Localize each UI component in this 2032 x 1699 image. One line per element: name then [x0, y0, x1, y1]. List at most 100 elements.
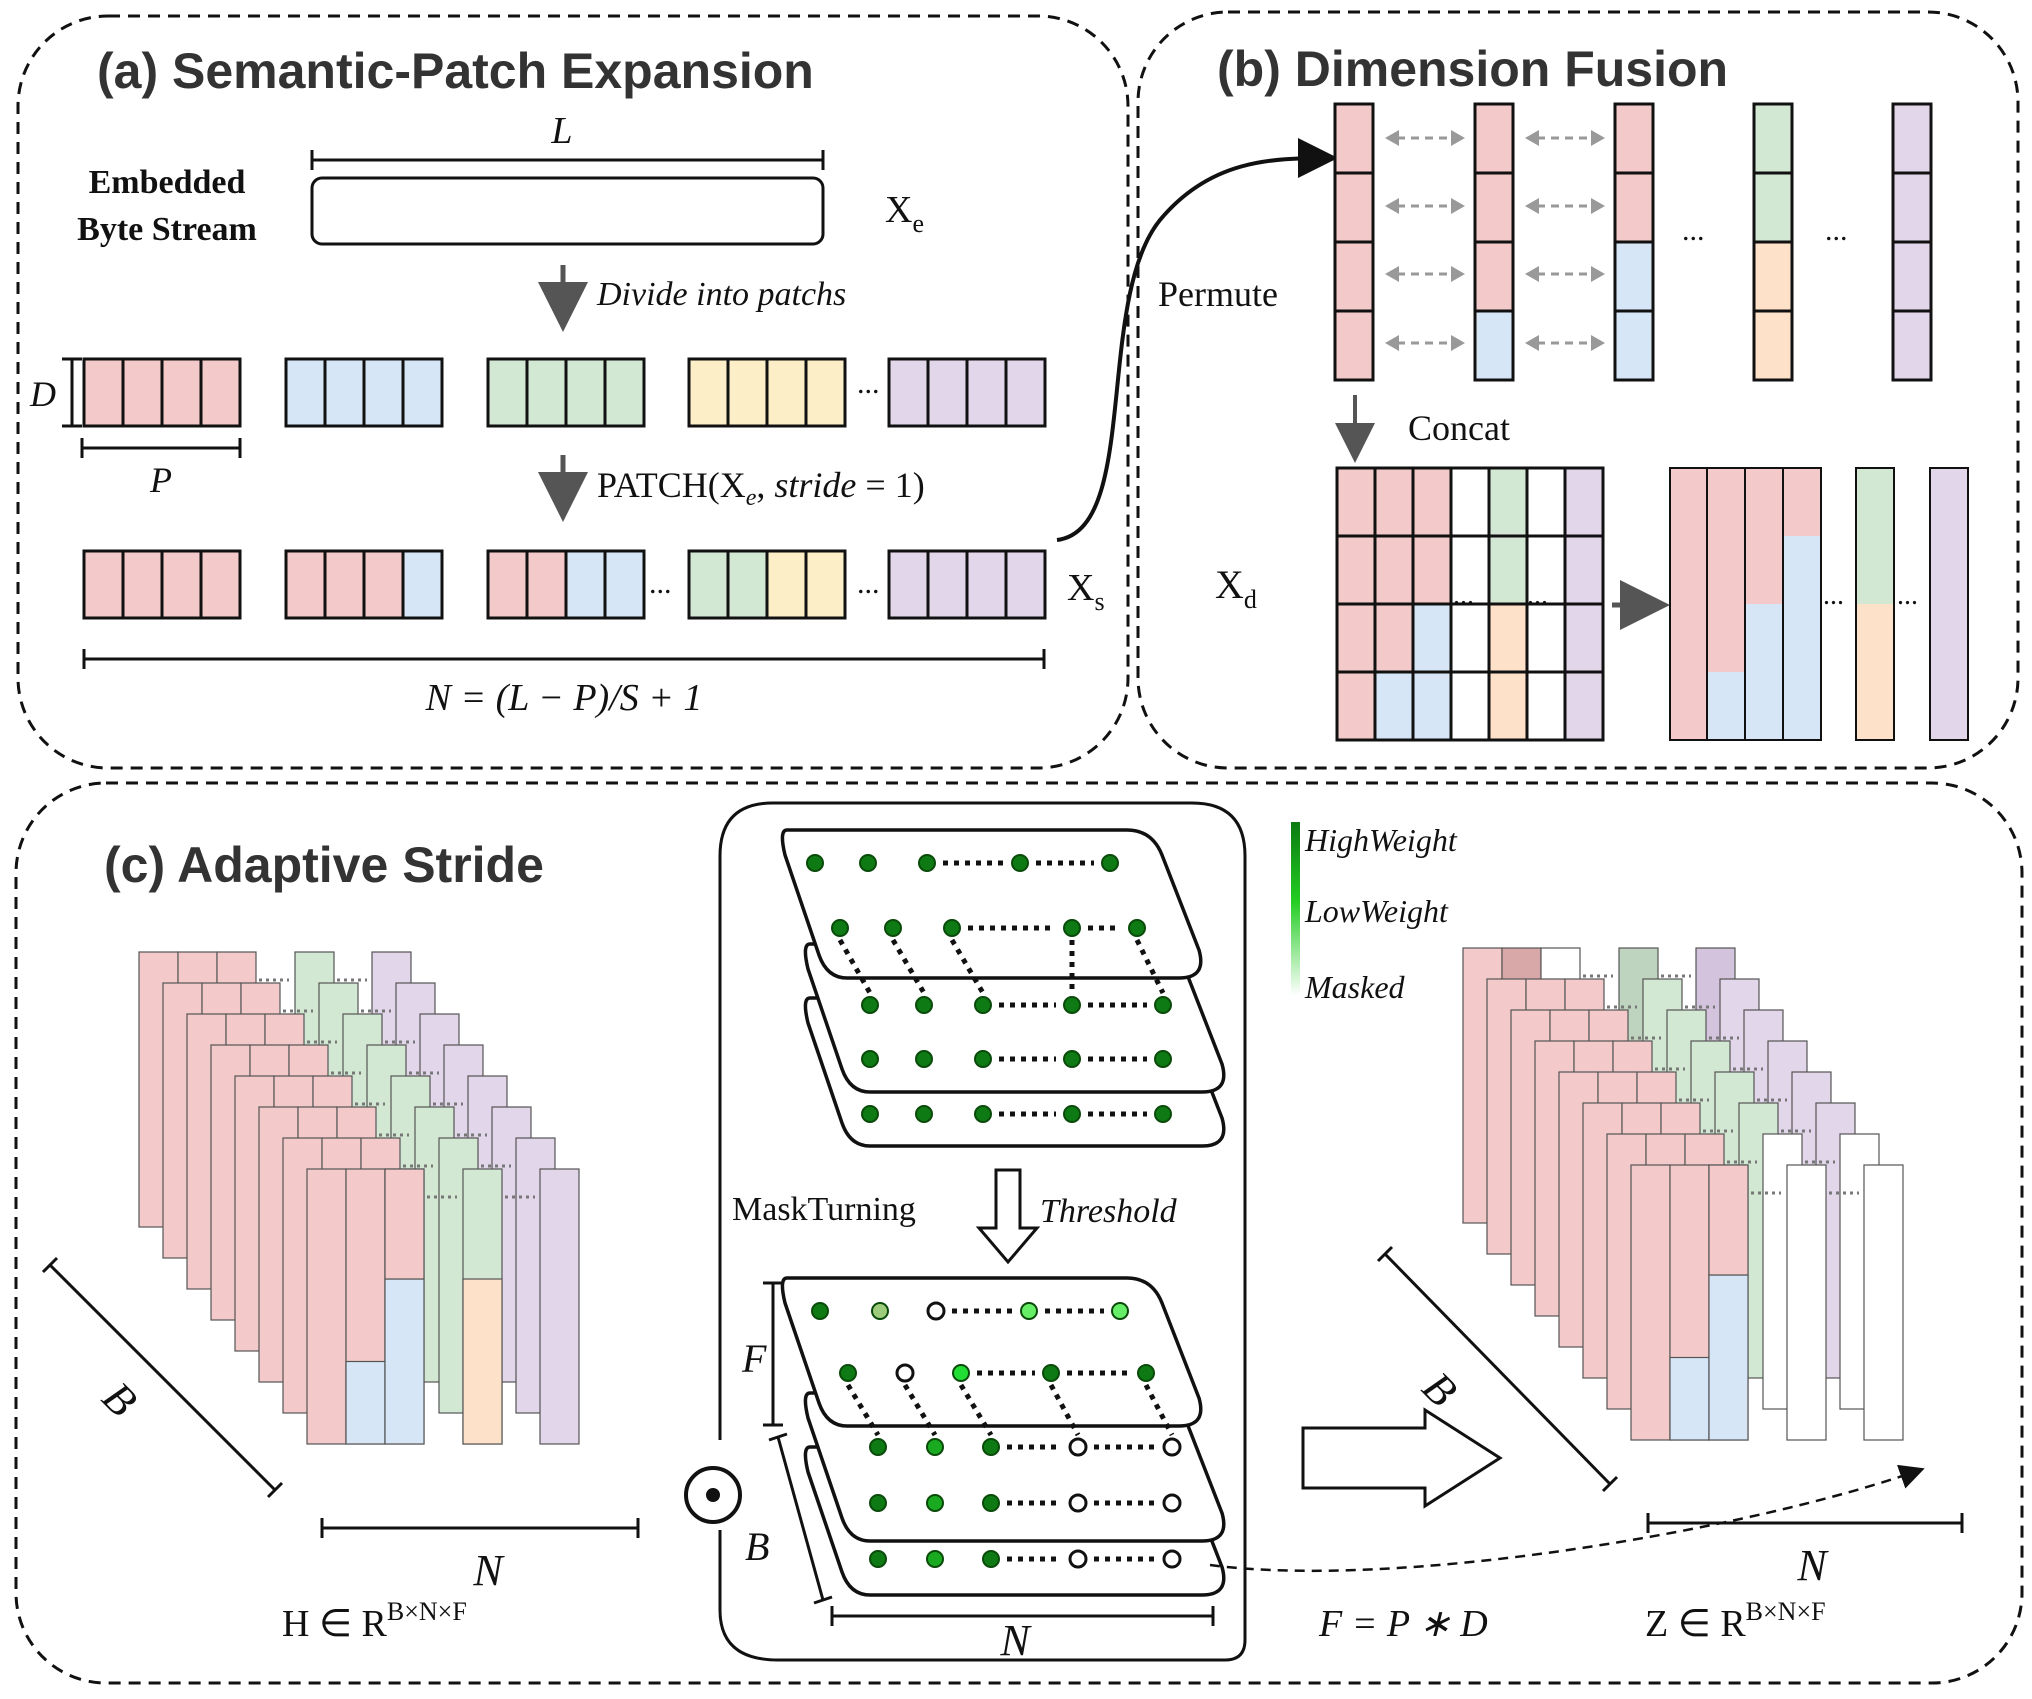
weight-dot	[859, 854, 877, 872]
mask-dot	[1068, 1493, 1088, 1513]
fused-segment	[1707, 468, 1745, 672]
mask-dot	[1042, 1364, 1060, 1382]
mask-dot	[1162, 1493, 1182, 1513]
row2-patch-cell	[1004, 549, 1047, 620]
permuted-cell	[1891, 171, 1933, 244]
permuted-cell	[1891, 240, 1933, 313]
weight-dot	[831, 919, 849, 937]
row2-patch-cell	[199, 549, 242, 620]
panel-b-title: (b) Dimension Fusion	[1217, 41, 1728, 97]
concat-label: Concat	[1408, 408, 1510, 448]
grid-cell	[1487, 602, 1529, 674]
permuted-cell	[1333, 240, 1375, 313]
row2-patch-cell	[887, 549, 930, 620]
mask-dot	[982, 1438, 1000, 1456]
mask-dot	[1162, 1437, 1182, 1457]
row1-patch-cell	[323, 357, 366, 428]
row1-patch-cell	[284, 357, 327, 428]
fused-column	[1855, 467, 1895, 741]
grid-cell	[1335, 670, 1377, 742]
grid-cell	[1335, 602, 1377, 674]
row2-patch-cell	[525, 549, 568, 620]
fused-segment	[1930, 468, 1968, 740]
permuted-cell	[1752, 240, 1794, 313]
masked-output-dashed-arrow	[1209, 1464, 1925, 1573]
fused-segment	[1783, 536, 1821, 740]
permuted-cell	[1752, 171, 1794, 244]
weight-dot	[861, 1105, 879, 1123]
weight-dot	[861, 996, 879, 1014]
p-symbol: P	[149, 460, 172, 500]
row1-patch-cell	[160, 357, 203, 428]
weight-dot	[1101, 854, 1119, 872]
fused-columns	[1669, 467, 1969, 741]
weight-dot	[1154, 996, 1172, 1014]
length-symbol: L	[550, 110, 572, 152]
weight-dot	[943, 919, 961, 937]
permuted-cell	[1613, 102, 1655, 175]
row1-ellipsis: ...	[857, 367, 880, 400]
fused-segment	[1670, 468, 1708, 740]
permuted-cell	[1473, 171, 1515, 244]
permute-arrows	[1385, 130, 1605, 351]
panel-c-frame	[14, 781, 2024, 1685]
row2-patch-cell	[160, 549, 203, 620]
row1-patch-cell	[804, 357, 847, 428]
permute-ellipsis-1: ...	[1682, 214, 1705, 247]
mask-dot	[871, 1302, 889, 1320]
row2-patch-cell	[965, 549, 1008, 620]
z-b-bracket	[1383, 1252, 1612, 1486]
xd-label: Xd	[1215, 562, 1257, 614]
mask-dot	[1162, 1549, 1182, 1569]
mask-dot	[1068, 1549, 1088, 1569]
weight-dot	[1063, 919, 1081, 937]
weight-dot	[1011, 854, 1029, 872]
fused-ellipsis-1: ...	[1823, 580, 1844, 611]
row1-patch-cell	[603, 357, 646, 428]
f-symbol: F	[741, 1336, 767, 1381]
row2-patch-cell	[926, 549, 969, 620]
permuted-cell	[1891, 102, 1933, 175]
arrow-head	[1525, 266, 1539, 282]
mask-turning-arrow	[975, 1168, 1041, 1265]
h-tensor-label: H ∈ RB×N×F	[282, 1597, 467, 1645]
weight-dot	[974, 1050, 992, 1068]
f-formula: F = P ∗ D	[1318, 1603, 1488, 1645]
fused-segment	[1707, 672, 1745, 740]
n-formula: N = (L − P)/S + 1	[425, 677, 703, 719]
permuted-cell	[1333, 171, 1375, 244]
grid-cell	[1373, 602, 1415, 674]
permute-label: Permute	[1158, 274, 1278, 314]
panel-b-frame	[1136, 10, 2020, 770]
mask-connector	[902, 1383, 938, 1437]
h-b-symbol: B	[93, 1372, 147, 1426]
fused-ellipsis-2: ...	[1897, 580, 1918, 611]
z-tensor-column	[1863, 1164, 1904, 1441]
h-tensor-pink-part	[384, 1168, 425, 1280]
arrow-head	[1385, 335, 1399, 351]
z-n-symbol: N	[1796, 1541, 1829, 1590]
grid-cell	[1487, 534, 1529, 606]
grid-cell	[1563, 534, 1605, 606]
row1-patch-cell	[965, 357, 1008, 428]
h-tensor-peach-part	[462, 1278, 503, 1445]
row1-patch-cell	[926, 357, 969, 428]
h-tensor-column	[539, 1168, 580, 1445]
mask-dot	[926, 1550, 944, 1568]
arrow-head	[1451, 130, 1465, 146]
patch-row-2	[82, 549, 1047, 620]
permuted-cell	[1473, 309, 1515, 382]
mask-dot	[1068, 1437, 1088, 1457]
weight-dot	[918, 854, 936, 872]
fused-segment	[1856, 468, 1894, 604]
mask-dot	[926, 1494, 944, 1512]
row2-patch-cell	[564, 549, 607, 620]
z-b-symbol: B	[1413, 1362, 1467, 1416]
mask-layer-front	[780, 1276, 1203, 1428]
d-symbol: D	[29, 374, 56, 414]
permuted-cell	[1752, 309, 1794, 382]
grid-cell	[1373, 534, 1415, 606]
row1-patch-cell	[1004, 357, 1047, 428]
grid-cell	[1335, 534, 1377, 606]
